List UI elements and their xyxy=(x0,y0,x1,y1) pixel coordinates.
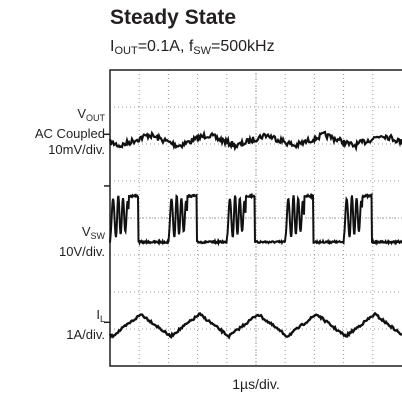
subtitle-part: =0.1A, f xyxy=(137,38,194,55)
vout-label-coupling: AC Coupled xyxy=(34,126,105,141)
chart-subtitle: IOUT=0.1A, fSW=500kHz xyxy=(110,37,275,61)
il-label: IL 1A/div. xyxy=(66,307,105,343)
trace-il xyxy=(108,311,402,340)
vout-label-main: VOUT xyxy=(77,106,105,123)
trace-vout xyxy=(108,129,402,153)
vsw-label-scale: 10V/div. xyxy=(58,244,105,259)
plot-frame xyxy=(109,69,402,367)
vout-label: VOUT AC Coupled 10mV/div. xyxy=(35,106,105,158)
x-axis-label: 1µs/div. xyxy=(232,376,280,392)
vsw-label: VSW 10V/div. xyxy=(59,224,105,260)
vsw-label-main: VSW xyxy=(81,224,105,241)
chart-title: Steady State xyxy=(110,6,237,29)
il-label-main: IL xyxy=(96,307,105,324)
subtitle-part: OUT xyxy=(114,45,138,57)
subtitle-part: =500kHz xyxy=(211,38,275,55)
vout-label-scale: 10mV/div. xyxy=(48,142,105,157)
il-label-scale: 1A/div. xyxy=(66,327,105,342)
trace-vsw xyxy=(109,191,402,247)
subtitle-part: I xyxy=(110,38,115,55)
subtitle-part: SW xyxy=(193,45,212,57)
